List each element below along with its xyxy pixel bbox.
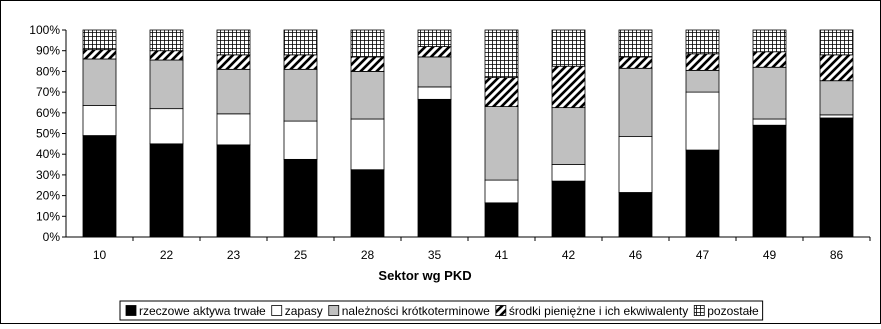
bar-segment [685, 53, 720, 71]
bar-segment [216, 68, 251, 115]
bar-segment [484, 179, 519, 204]
bar-segment [350, 71, 385, 120]
bar-segment [350, 118, 385, 171]
bar-segment [752, 66, 787, 120]
bar-segment [618, 192, 653, 238]
bar-segment [216, 113, 251, 146]
bar-segment [819, 54, 854, 82]
y-tick-label: 60% [36, 106, 60, 120]
bar-segment [149, 143, 184, 238]
x-tick-label: 28 [361, 248, 375, 262]
y-tick-label: 40% [36, 147, 60, 161]
bar-segment [484, 106, 519, 181]
bar-segment [350, 29, 385, 58]
x-tick-label: 47 [696, 248, 710, 262]
x-tick-label: 25 [294, 248, 308, 262]
x-tick-label: 42 [562, 248, 576, 262]
y-tick-label: 80% [36, 64, 60, 78]
y-tick-label: 70% [36, 85, 60, 99]
bar-segment [350, 169, 385, 238]
bar-segment [752, 124, 787, 238]
bar-segment [618, 136, 653, 193]
bar-segment [685, 149, 720, 238]
bar-segment [484, 77, 519, 107]
y-tick-label: 10% [36, 209, 60, 223]
bar-segment [149, 108, 184, 145]
y-tick-label: 90% [36, 44, 60, 58]
x-tick-label: 23 [227, 248, 241, 262]
bar-segment [216, 144, 251, 238]
bar-segment [551, 29, 586, 67]
bar-segment [417, 86, 452, 100]
bar-segment [283, 120, 318, 160]
x-tick-label: 35 [428, 248, 442, 262]
bar-segment [819, 80, 854, 116]
bar-segment [283, 158, 318, 238]
bar-segment [82, 105, 117, 136]
bar-segment [819, 114, 854, 119]
legend-swatch [328, 305, 340, 316]
legend-swatch [125, 305, 137, 316]
bar-segment [283, 54, 318, 70]
bar-segment [149, 59, 184, 110]
x-axis-label: Sektor wg PKD [378, 268, 471, 283]
bar-segment [216, 29, 251, 56]
bar-segment [618, 56, 653, 69]
legend-label: środki pieniężne i ich ekwiwalenty [509, 304, 688, 318]
bar-segment [819, 29, 854, 56]
bar-segment [685, 69, 720, 93]
bar-segment [283, 68, 318, 122]
bar-segment [618, 29, 653, 58]
bar-segment [685, 29, 720, 55]
bar-segment [752, 118, 787, 126]
bar-segment [417, 29, 452, 47]
bar-segment [82, 49, 117, 60]
bar-segment [149, 50, 184, 61]
bar-segment [283, 29, 318, 56]
bar-segment [417, 56, 452, 88]
legend-label: zapasy [285, 304, 323, 318]
bar-segment [417, 46, 452, 58]
legend-swatch [271, 305, 283, 316]
y-tick-label: 100% [29, 23, 60, 37]
y-tick-label: 20% [36, 189, 60, 203]
bar-segment [551, 107, 586, 165]
x-tick-label: 46 [629, 248, 643, 262]
legend-label: pozostałe [707, 304, 759, 318]
x-tick-label: 49 [763, 248, 777, 262]
x-tick-label: 41 [495, 248, 509, 262]
bar-segment [417, 98, 452, 238]
bar-segment [685, 91, 720, 151]
bar-segment [82, 58, 117, 106]
legend-label: rzeczowe aktywa trwałe [139, 304, 266, 318]
bar-segment [484, 202, 519, 238]
bar-segment [216, 54, 251, 70]
bar-segment [149, 29, 184, 52]
bar-segment [551, 180, 586, 238]
bar-segment [551, 65, 586, 109]
bar-segment [484, 29, 519, 79]
bar-segment [551, 164, 586, 182]
bar-segment [752, 51, 787, 68]
bar-segment [752, 29, 787, 53]
bar-segment [819, 117, 854, 238]
legend-swatch [495, 305, 507, 316]
x-tick-label: 22 [160, 248, 174, 262]
bar-segment [618, 67, 653, 138]
y-tick-label: 30% [36, 168, 60, 182]
x-tick-label: 10 [93, 248, 107, 262]
legend-label: należności krótkoterminowe [342, 304, 490, 318]
bar-segment [82, 135, 117, 238]
y-tick-label: 0% [43, 230, 61, 244]
x-tick-label: 86 [830, 248, 844, 262]
y-tick-label: 50% [36, 127, 60, 141]
legend-swatch [693, 305, 705, 316]
bar-segment [82, 29, 117, 51]
bar-segment [350, 56, 385, 72]
